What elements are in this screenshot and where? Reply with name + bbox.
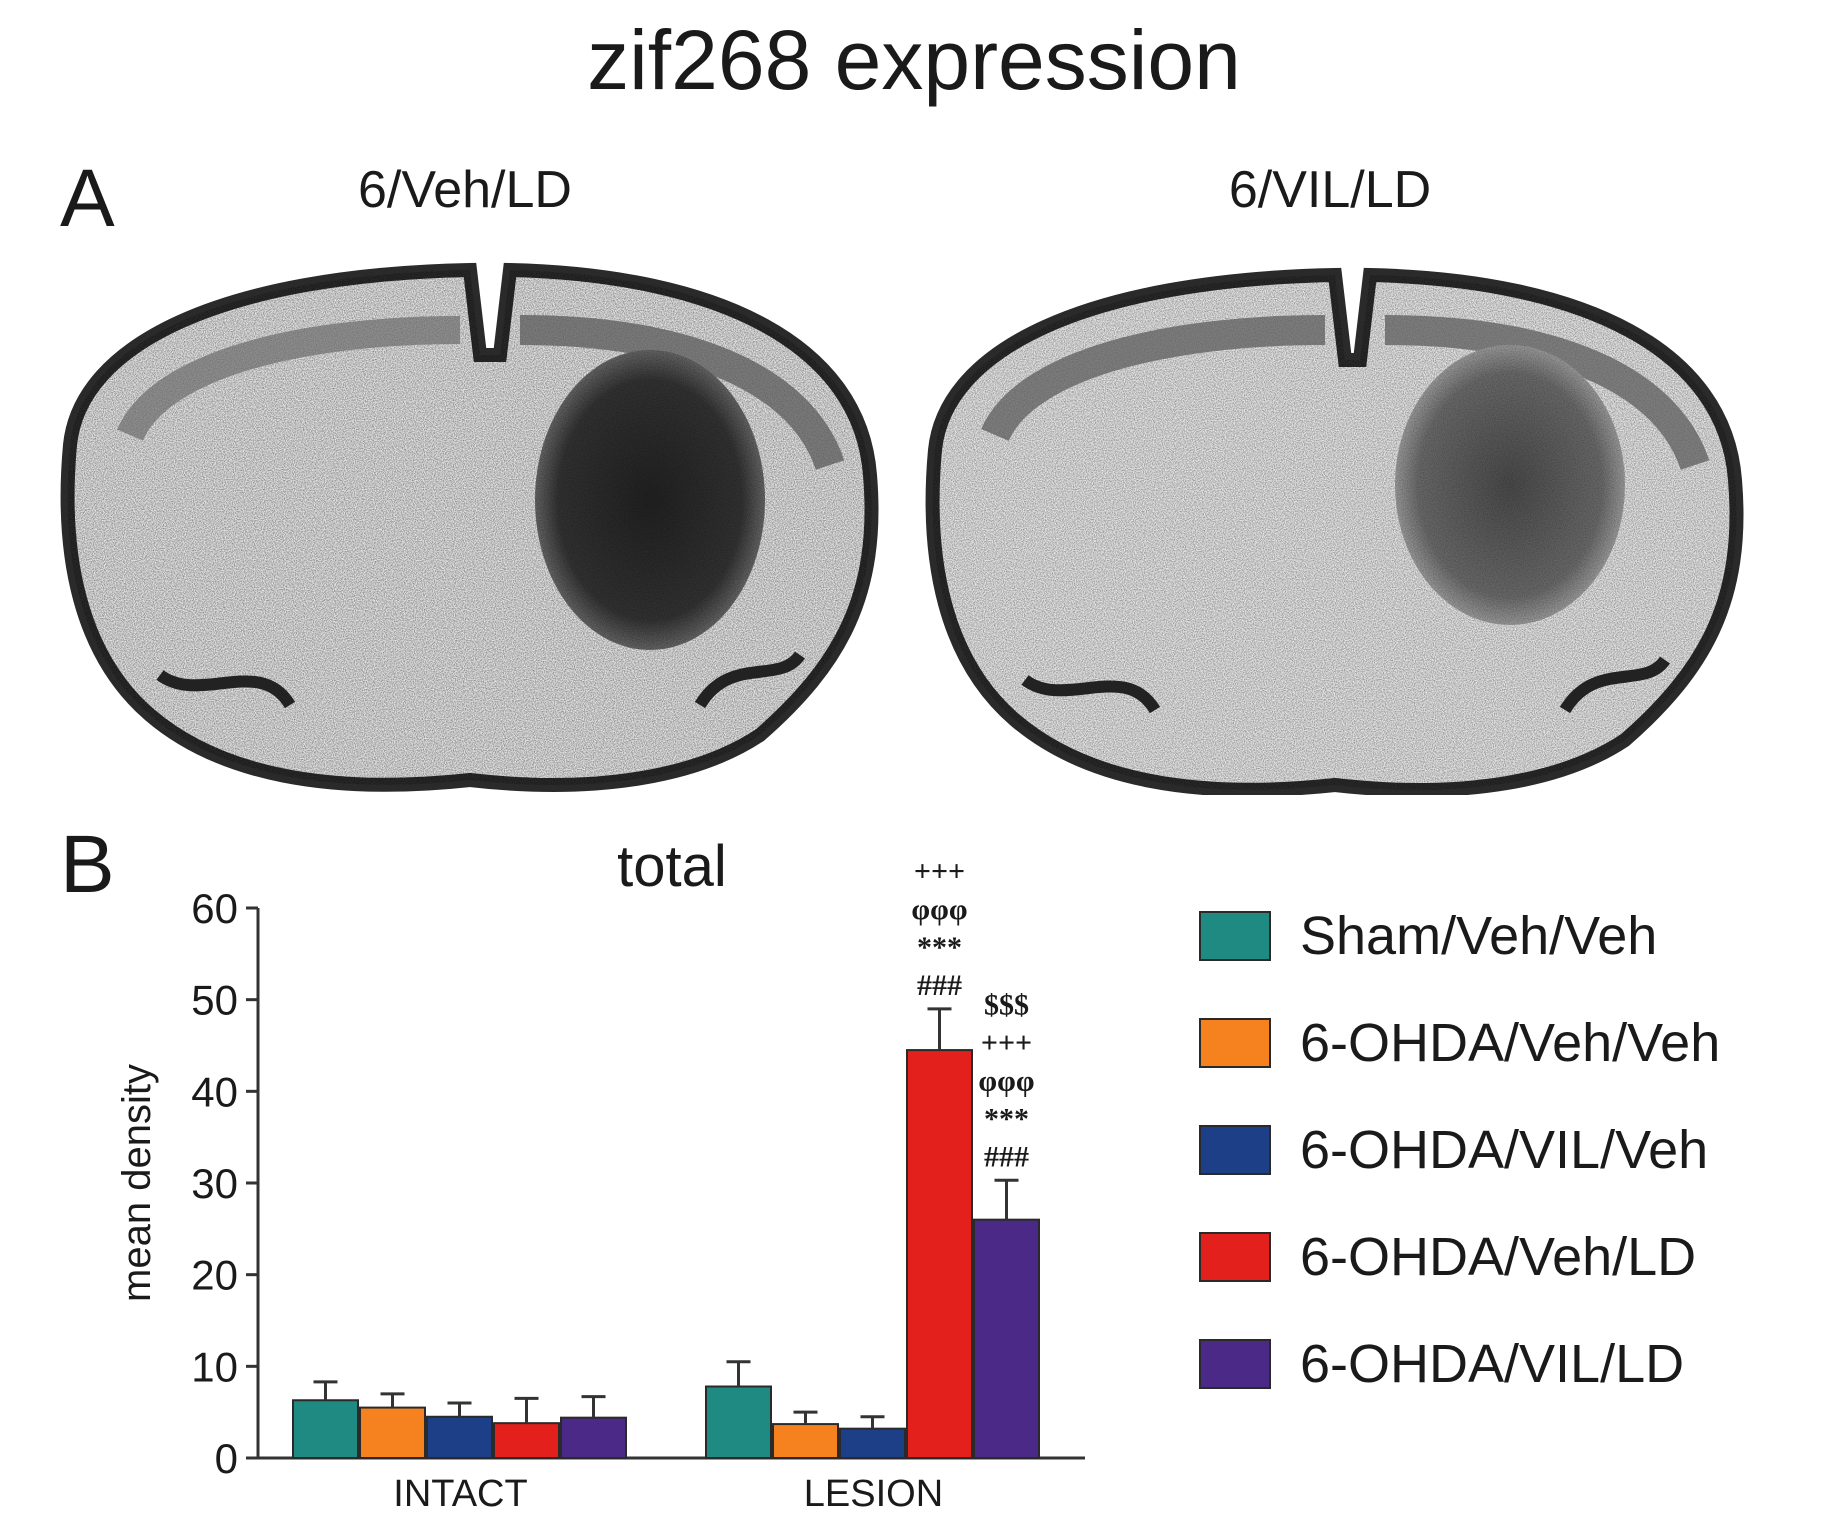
bar xyxy=(906,1049,973,1459)
bar xyxy=(705,1385,772,1459)
significance-label: φφφ xyxy=(911,893,967,926)
significance-label: +++ xyxy=(914,855,965,888)
y-tick-label: 0 xyxy=(215,1435,238,1482)
bar xyxy=(560,1416,627,1460)
left-brain-section xyxy=(60,262,879,792)
right-brain-section xyxy=(925,267,1744,795)
x-tick-label: LESION xyxy=(804,1473,943,1515)
left-section-caption: 6/Veh/LD xyxy=(358,161,572,219)
bar xyxy=(292,1399,359,1459)
y-tick-label: 30 xyxy=(191,1160,238,1207)
significance-label: +++ xyxy=(981,1026,1032,1059)
y-tick-label: 60 xyxy=(191,885,238,932)
legend-label: 6-OHDA/VIL/Veh xyxy=(1300,1120,1708,1180)
y-tick-label: 10 xyxy=(191,1343,238,1390)
significance-label: ### xyxy=(917,969,962,1002)
significance-label: *** xyxy=(984,1102,1029,1135)
bar xyxy=(493,1422,560,1460)
right-section-caption: 6/VIL/LD xyxy=(1228,161,1432,219)
x-tick-label: INTACT xyxy=(393,1473,527,1515)
legend-swatch xyxy=(1199,911,1271,961)
bar-chart: total 0 10 20 30 40 50 60 mean density INTACT LESI… xyxy=(115,834,1720,1515)
significance-label: *** xyxy=(917,931,962,964)
bar xyxy=(973,1218,1040,1459)
significance-label: ### xyxy=(984,1140,1029,1173)
y-tick-label: 50 xyxy=(191,977,238,1024)
legend-label: 6-OHDA/Veh/LD xyxy=(1300,1227,1696,1287)
y-tick-label: 20 xyxy=(191,1252,238,1299)
legend-label: 6-OHDA/VIL/LD xyxy=(1300,1334,1684,1394)
bar xyxy=(772,1423,839,1459)
brain-sections-image xyxy=(60,262,1744,795)
legend-label: Sham/Veh/Veh xyxy=(1300,906,1657,966)
legend-label: 6-OHDA/Veh/Veh xyxy=(1300,1013,1720,1073)
bar xyxy=(839,1427,906,1460)
legend-swatch xyxy=(1199,1339,1271,1389)
significance-label: φφφ xyxy=(978,1064,1034,1097)
legend-swatch xyxy=(1199,1232,1271,1282)
significance-label: $$$ xyxy=(984,988,1029,1021)
y-axis-label: mean density xyxy=(115,1064,159,1302)
legend-swatch xyxy=(1199,1125,1271,1175)
panel-b-label: B xyxy=(60,819,115,910)
chart-title: total xyxy=(617,834,727,899)
bar xyxy=(359,1406,426,1459)
figure-title: zif268 expression xyxy=(587,13,1241,107)
bar xyxy=(426,1415,493,1459)
legend-swatch xyxy=(1199,1018,1271,1068)
panel-a-label: A xyxy=(60,153,115,244)
y-tick-label: 40 xyxy=(191,1068,238,1115)
